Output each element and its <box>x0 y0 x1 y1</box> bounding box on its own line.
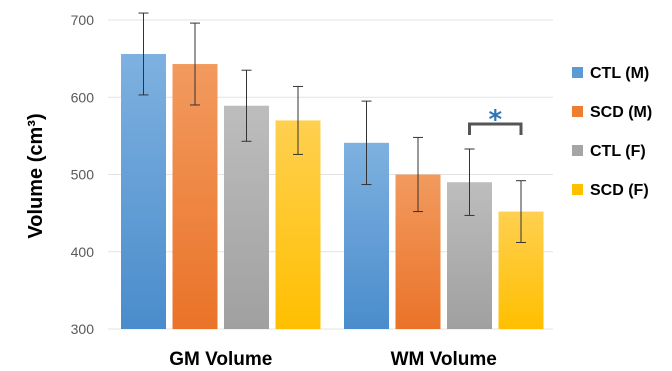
category-label: WM Volume <box>391 349 497 370</box>
significance-star: * <box>488 105 502 135</box>
bar-0-2 <box>224 105 269 329</box>
legend-label: CTL (F) <box>590 143 646 160</box>
y-axis-label: Volume (cm³) <box>25 113 47 238</box>
significance-bracket <box>468 122 523 135</box>
y-tick-label: 700 <box>71 12 95 28</box>
legend-swatch <box>572 106 583 117</box>
category-label: GM Volume <box>169 349 272 370</box>
significance-annotation: * <box>468 105 523 135</box>
y-tick-label: 600 <box>71 89 95 105</box>
legend-swatch <box>572 145 583 156</box>
legend-label: SCD (F) <box>590 182 649 199</box>
y-tick-label: 500 <box>71 167 95 183</box>
y-tick-label: 300 <box>71 321 95 337</box>
bars <box>121 53 544 330</box>
y-axis-ticks: 300 400 500 600 700 <box>71 12 95 337</box>
bar-0-0 <box>121 53 166 330</box>
legend-swatch <box>572 67 583 78</box>
bar-0-1 <box>172 64 218 329</box>
legend-swatch <box>572 184 583 195</box>
bar-0-3 <box>275 120 321 329</box>
legend-label: CTL (M) <box>590 65 649 82</box>
legend-label: SCD (M) <box>590 104 652 121</box>
legend: CTL (M) SCD (M) CTL (F) SCD (F) <box>572 65 652 199</box>
x-axis-categories: GM Volume WM Volume <box>169 349 497 370</box>
error-bars <box>138 12 526 243</box>
y-tick-label: 400 <box>71 244 95 260</box>
